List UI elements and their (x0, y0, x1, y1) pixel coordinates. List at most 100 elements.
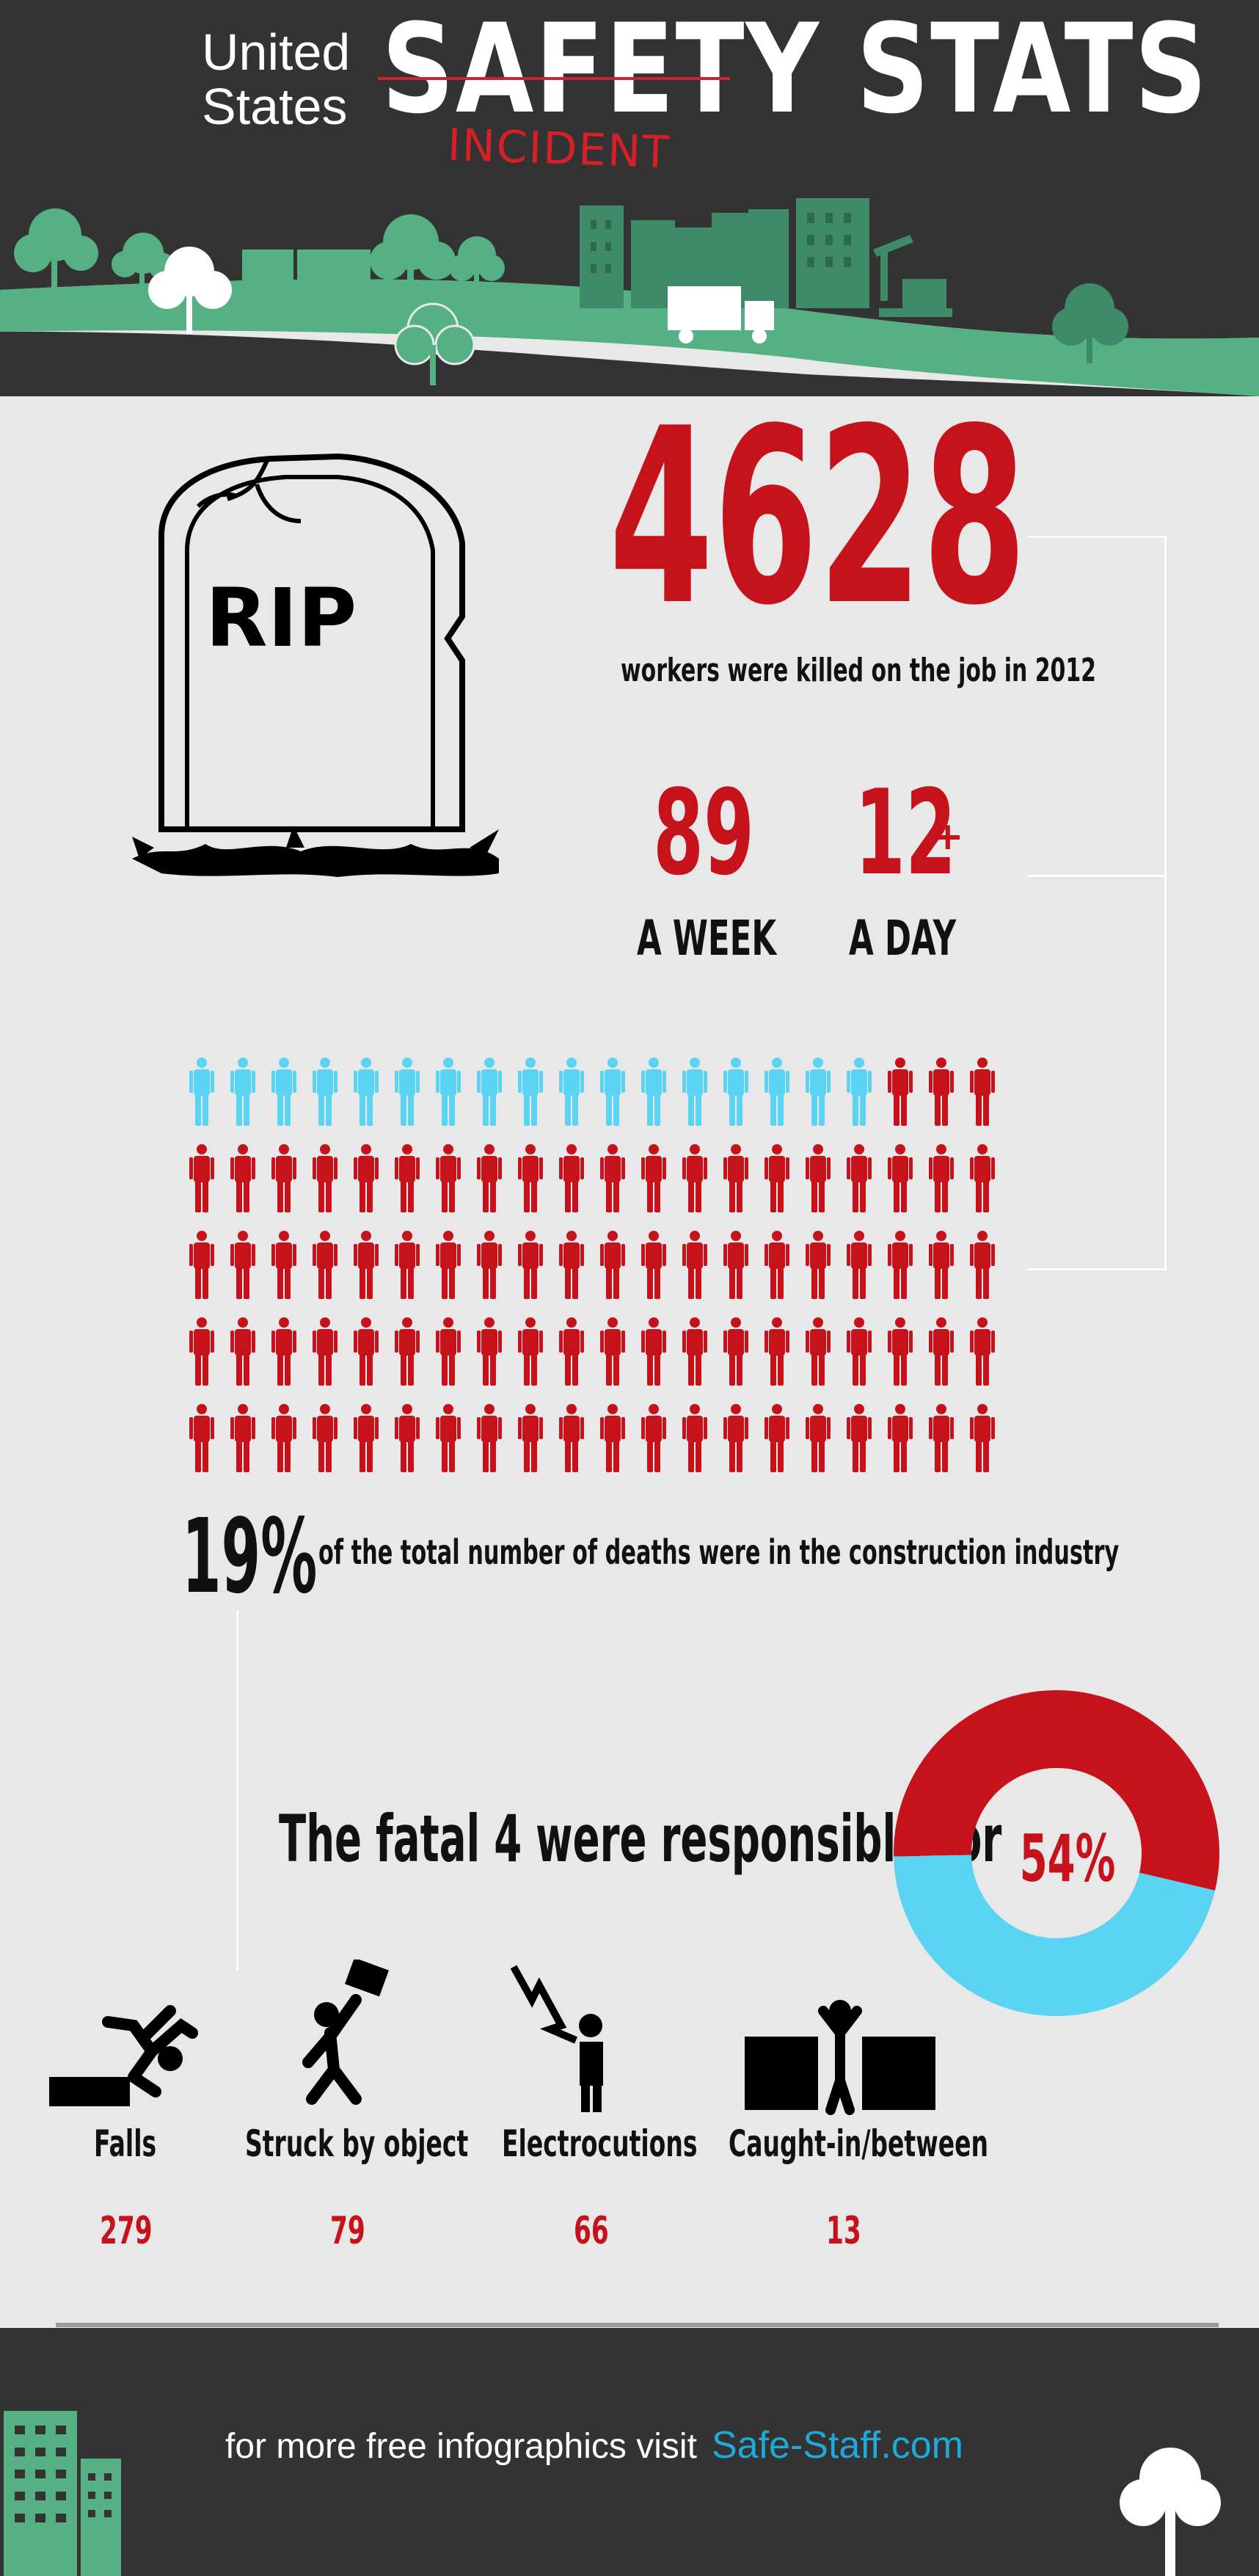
person-icon (723, 1058, 748, 1126)
construction-caption: of the total number of deaths were in th… (318, 1532, 1120, 1572)
person-icon (600, 1404, 625, 1472)
buildings-icon (4, 2411, 121, 2576)
per-week-label: A WEEK (637, 910, 777, 967)
person-icon (888, 1058, 913, 1126)
person-icon (354, 1058, 379, 1126)
person-icon (847, 1144, 872, 1212)
hazard-count-struck: 79 (330, 2209, 365, 2253)
person-icon (559, 1404, 584, 1472)
person-icon (847, 1317, 872, 1386)
title-united: United (202, 23, 351, 81)
footer: for more free infographics visit Safe-St… (0, 2328, 1259, 2576)
person-icon (600, 1144, 625, 1212)
person-icon (354, 1144, 379, 1212)
hazard-label-falls: Falls (94, 2122, 157, 2165)
person-icon (888, 1231, 913, 1299)
person-icon (641, 1404, 666, 1472)
person-icon (189, 1058, 214, 1126)
person-icon (929, 1058, 954, 1126)
person-icon (230, 1144, 255, 1212)
person-icon (477, 1231, 502, 1299)
footer-divider (56, 2323, 1219, 2327)
person-icon (271, 1144, 296, 1212)
person-icon (888, 1144, 913, 1212)
person-icon (559, 1144, 584, 1212)
person-icon (806, 1231, 831, 1299)
person-icon (271, 1404, 296, 1472)
connector-line (1027, 536, 1167, 538)
hazard-count-electrocutions: 66 (574, 2209, 609, 2253)
total-killed-caption: workers were killed on the job in 2012 (621, 652, 1096, 689)
person-icon (395, 1404, 420, 1472)
person-icon (764, 1317, 789, 1386)
connector-line (1027, 875, 1167, 877)
person-icon (230, 1404, 255, 1472)
hazard-label-struck: Struck by object (245, 2122, 469, 2165)
person-icon (477, 1144, 502, 1212)
person-icon (436, 1144, 461, 1212)
person-icon (723, 1231, 748, 1299)
person-icon (271, 1058, 296, 1126)
person-icon (559, 1231, 584, 1299)
donut-rest-segment (894, 1855, 1216, 2016)
person-icon (518, 1058, 543, 1126)
person-icon (313, 1144, 337, 1212)
person-icon (764, 1231, 789, 1299)
person-icon (929, 1317, 954, 1386)
person-icon (641, 1317, 666, 1386)
person-icon (682, 1058, 707, 1126)
person-icon (682, 1317, 707, 1386)
person-icon (764, 1404, 789, 1472)
person-icon (230, 1317, 255, 1386)
header-banner: United States SAFETY STATS INCIDENT (0, 0, 1259, 396)
title-main: SAFETY STATS (382, 0, 1209, 141)
person-icon (682, 1144, 707, 1212)
person-icon (970, 1058, 995, 1126)
tombstone-rip-text: RIP (205, 571, 357, 665)
total-killed-number: 4628 (609, 376, 1027, 658)
person-icon (806, 1144, 831, 1212)
person-icon (271, 1317, 296, 1386)
title-strike-line (378, 77, 730, 80)
person-icon (395, 1058, 420, 1126)
person-icon (682, 1404, 707, 1472)
person-icon (970, 1404, 995, 1472)
person-icon (641, 1231, 666, 1299)
person-icon (723, 1144, 748, 1212)
fatal4-caption: The fatal 4 were responsible for (279, 1801, 1002, 1877)
person-icon (230, 1058, 255, 1126)
footer-text: for more free infographics visit (225, 2427, 697, 2466)
person-icon (929, 1144, 954, 1212)
person-icon (436, 1317, 461, 1386)
person-icon (313, 1317, 337, 1386)
person-icon (189, 1144, 214, 1212)
person-icon (395, 1231, 420, 1299)
person-icon (354, 1231, 379, 1299)
footer-link[interactable]: Safe-Staff.com (712, 2424, 963, 2467)
person-icon (929, 1404, 954, 1472)
tombstone-icon: RIP (132, 453, 499, 877)
struck-by-object-icon (302, 1960, 389, 2105)
person-icon (354, 1404, 379, 1472)
person-icon (970, 1231, 995, 1299)
person-icon (929, 1231, 954, 1299)
per-day-number: 12 (855, 764, 957, 901)
person-icon (313, 1231, 337, 1299)
person-icon (806, 1058, 831, 1126)
person-icon (847, 1231, 872, 1299)
per-day-label: A DAY (849, 910, 957, 967)
person-icon (682, 1231, 707, 1299)
person-icon (641, 1144, 666, 1212)
connector-line (1027, 1268, 1167, 1270)
header-landscape (0, 0, 1259, 396)
donut-share-segment (894, 1690, 1219, 1891)
hazard-label-electrocutions: Electrocutions (502, 2122, 698, 2165)
person-icon (600, 1058, 625, 1126)
person-icon (313, 1058, 337, 1126)
person-icon (436, 1231, 461, 1299)
person-icon (518, 1231, 543, 1299)
electrocution-icon (510, 1965, 603, 2112)
person-icon (641, 1058, 666, 1126)
person-icon (559, 1058, 584, 1126)
person-icon (189, 1404, 214, 1472)
